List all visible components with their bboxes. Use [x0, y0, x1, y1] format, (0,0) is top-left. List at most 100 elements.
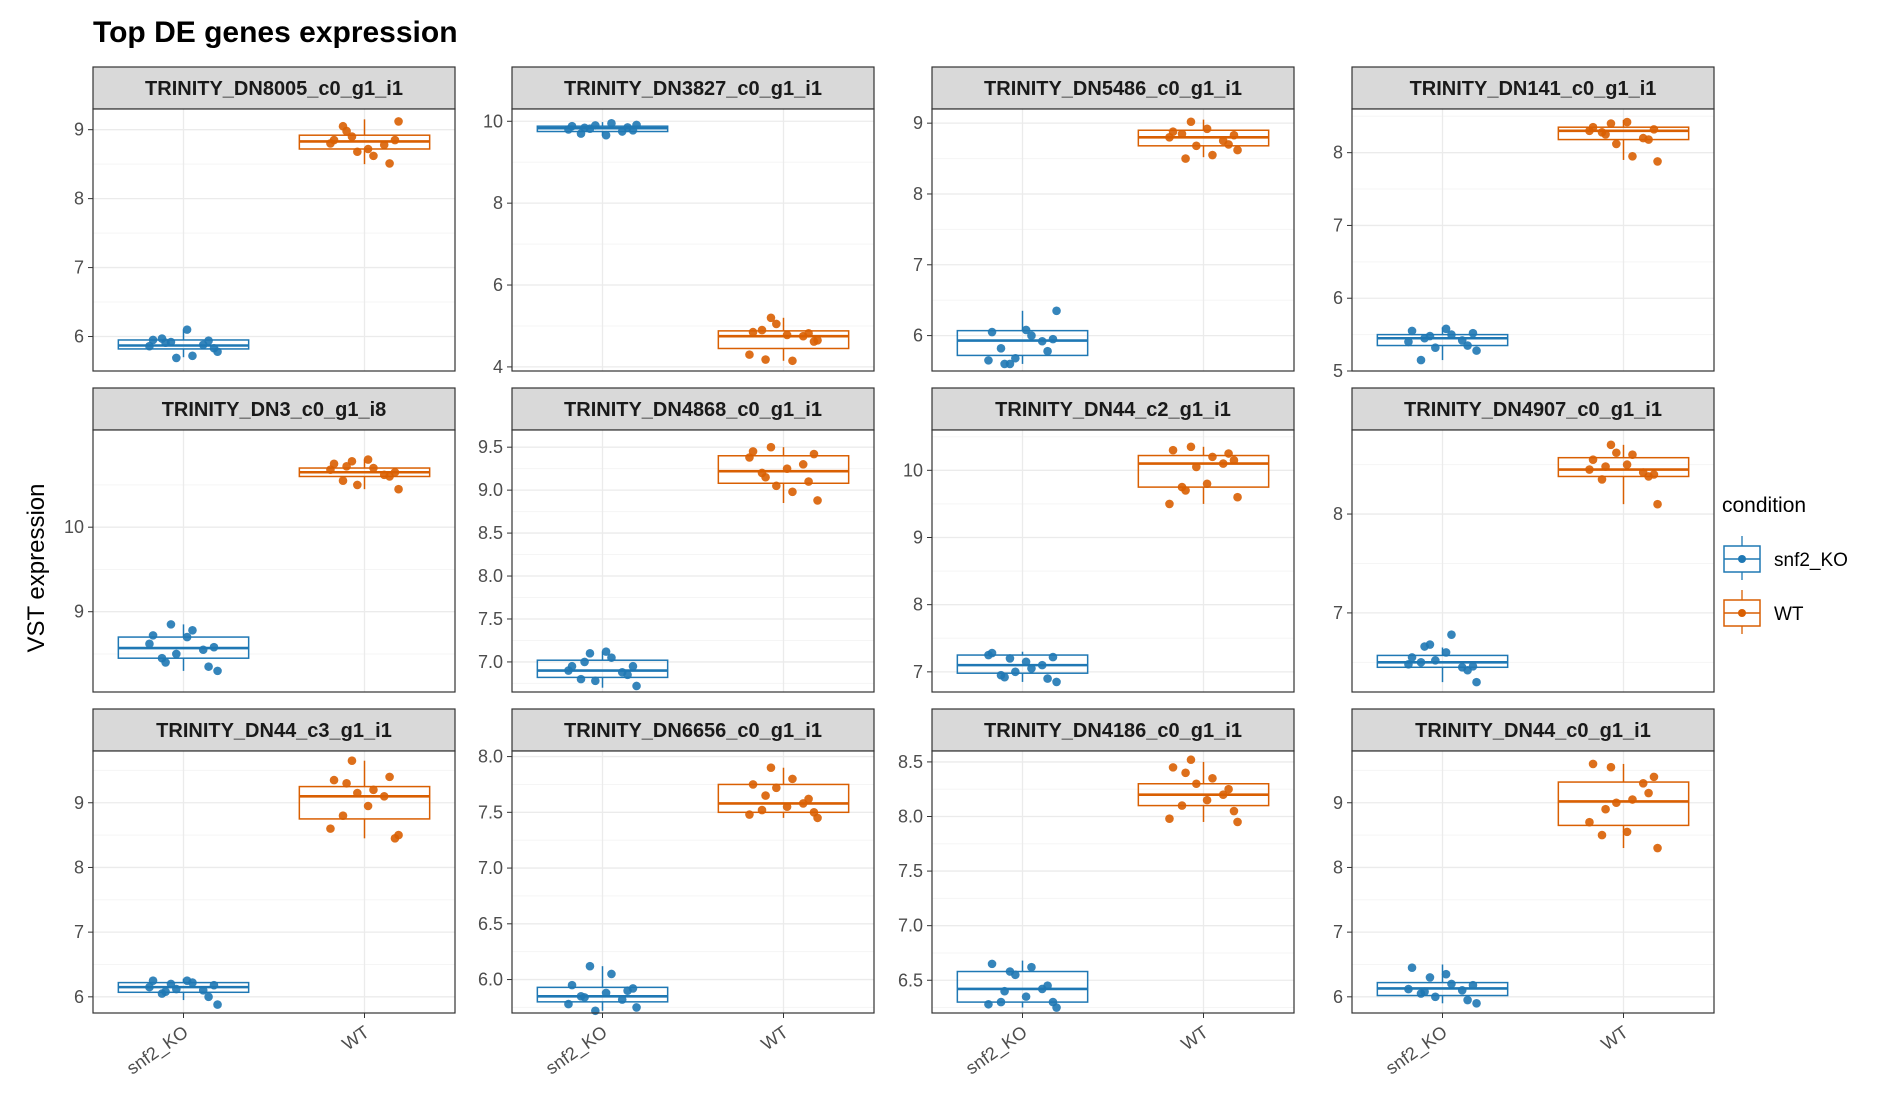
data-point	[1229, 806, 1239, 816]
facet-strip	[1351, 66, 1715, 110]
facet-strip	[931, 66, 1295, 110]
data-point	[809, 808, 819, 817]
data-point	[1441, 969, 1451, 979]
panel-border	[92, 429, 456, 693]
panel-border	[1351, 429, 1715, 693]
data-point	[745, 453, 754, 462]
data-point	[161, 987, 170, 996]
data-point	[591, 676, 600, 686]
facet-panel: TRINITY_DN6656_c0_g1_i1 6.0 6.5 7.0 7.5 8.0 sn…	[478, 708, 875, 1079]
panel-background	[512, 430, 874, 692]
data-point	[1457, 336, 1467, 345]
panel-background	[512, 751, 874, 1013]
facet-strip-label: TRINITY_DN141_c0_g1_i1	[1410, 78, 1657, 100]
data-point	[166, 979, 176, 989]
data-point	[1181, 486, 1190, 495]
data-point	[757, 325, 767, 335]
data-point	[1043, 674, 1052, 683]
data-point	[1644, 788, 1653, 798]
box-iqr	[1557, 781, 1690, 827]
data-point	[1000, 359, 1009, 369]
data-point	[1186, 755, 1196, 765]
data-point	[172, 984, 181, 994]
data-point	[1037, 660, 1047, 670]
facet-strip	[511, 66, 875, 110]
data-point	[1653, 843, 1662, 853]
data-point	[1000, 672, 1009, 682]
data-point	[1233, 817, 1242, 827]
data-point	[385, 772, 394, 782]
data-point	[1416, 658, 1426, 667]
facet-strip-label: TRINITY_DN3827_c0_g1_i1	[564, 78, 822, 100]
facet-panel: TRINITY_DN4868_c0_g1_i1 7.0 7.5 8.0 8.5 9.0 9.…	[478, 387, 875, 693]
data-point	[987, 959, 997, 969]
data-point	[338, 811, 348, 820]
data-point	[1021, 657, 1031, 667]
data-point	[347, 756, 357, 766]
data-point	[1000, 986, 1009, 996]
data-point	[601, 988, 611, 998]
data-point	[1628, 152, 1637, 161]
panel-border	[511, 108, 875, 372]
data-point	[809, 449, 819, 459]
data-point	[182, 632, 192, 642]
data-point	[1208, 150, 1217, 160]
data-point	[1612, 448, 1621, 458]
data-point	[987, 327, 997, 337]
data-point	[607, 969, 616, 979]
y-tick-label: 6	[1333, 288, 1343, 308]
y-tick-label: 9	[74, 120, 84, 140]
y-tick-label: 7.0	[898, 916, 923, 936]
facet-panel: TRINITY_DN44_c2_g1_i1 7 8 9 10	[903, 387, 1295, 693]
y-tick-label: 7.0	[478, 858, 503, 878]
data-point	[198, 986, 208, 995]
data-point	[1472, 998, 1481, 1008]
data-point	[1431, 992, 1440, 1002]
box-iqr	[1376, 333, 1509, 347]
data-point	[390, 467, 400, 477]
data-point	[369, 785, 378, 795]
data-point	[1585, 465, 1594, 474]
y-tick-label: 8.5	[478, 523, 503, 543]
data-point	[1628, 450, 1637, 460]
data-point	[1420, 333, 1429, 343]
legend-key-point	[1738, 609, 1746, 617]
data-point	[564, 125, 573, 134]
data-point	[601, 647, 611, 656]
data-point	[1165, 499, 1174, 509]
data-point	[1407, 963, 1417, 973]
data-point	[1653, 499, 1662, 509]
data-point	[326, 139, 335, 148]
data-point	[1186, 117, 1196, 127]
data-point	[1011, 353, 1020, 363]
data-point	[1043, 346, 1052, 356]
data-point	[1597, 475, 1607, 484]
data-point	[1186, 442, 1196, 452]
y-tick-label: 6.0	[478, 970, 503, 990]
y-tick-label: 8.0	[478, 566, 503, 586]
data-point	[984, 650, 993, 660]
data-point	[390, 834, 400, 843]
data-point	[1447, 630, 1456, 639]
data-point	[1644, 135, 1653, 144]
data-point	[379, 140, 389, 150]
data-point	[1208, 773, 1217, 783]
y-tick-label: 9.0	[478, 480, 503, 500]
data-point	[788, 356, 797, 366]
data-point	[1649, 470, 1659, 479]
y-tick-label: 10	[903, 460, 923, 480]
data-point	[748, 780, 758, 789]
data-point	[1005, 654, 1015, 663]
data-point	[369, 463, 378, 473]
box-iqr	[536, 659, 669, 679]
data-point	[148, 335, 158, 345]
facet-strip	[931, 387, 1295, 431]
data-point	[1027, 331, 1036, 340]
data-point	[363, 144, 373, 154]
data-point	[172, 649, 181, 659]
y-tick-label: 6	[913, 326, 923, 346]
panel-background	[512, 109, 874, 371]
box-iqr	[1557, 126, 1690, 141]
x-tick-label: WT	[757, 1022, 791, 1054]
